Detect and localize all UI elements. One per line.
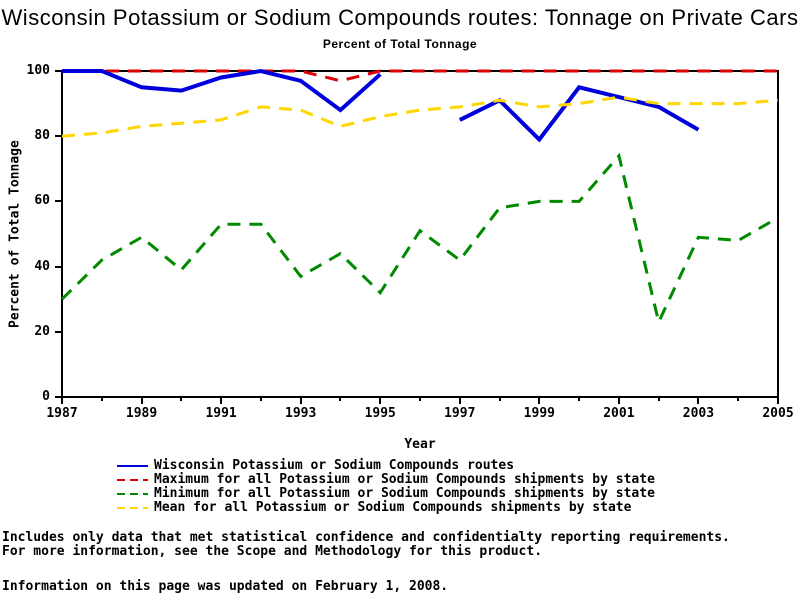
y-tick-label: 20	[34, 323, 50, 339]
x-tick-mark	[617, 397, 620, 404]
x-minor-tick-mark	[180, 397, 183, 401]
x-axis-label: Year	[404, 437, 436, 452]
x-tick-mark	[140, 397, 143, 404]
x-minor-tick-mark	[578, 397, 581, 401]
updated-note: Information on this page was updated on …	[2, 579, 449, 594]
y-tick-label: 100	[26, 63, 50, 78]
y-tick-mark	[55, 396, 62, 398]
legend-item: Mean for all Potassium or Sodium Compoun…	[117, 501, 655, 514]
legend-swatch-dashed-line	[117, 506, 148, 509]
x-minor-tick-mark	[259, 397, 262, 401]
x-tick-mark	[379, 397, 382, 404]
x-minor-tick-mark	[737, 397, 740, 401]
x-tick-mark	[299, 397, 302, 404]
y-tick-label: 40	[34, 258, 50, 274]
mean-line	[61, 95, 779, 138]
legend-item: Wisconsin Potassium or Sodium Compounds …	[117, 459, 655, 472]
x-tick-label: 1991	[205, 406, 237, 421]
x-tick-mark	[458, 397, 461, 404]
x-minor-tick-mark	[498, 397, 501, 401]
y-tick-label: 60	[34, 193, 50, 209]
x-tick-label: 1995	[364, 406, 396, 421]
y-tick-mark	[55, 70, 62, 72]
legend-label: Mean for all Potassium or Sodium Compoun…	[154, 500, 632, 515]
legend: Wisconsin Potassium or Sodium Compounds …	[117, 459, 655, 515]
legend-label: Wisconsin Potassium or Sodium Compounds …	[154, 458, 515, 473]
x-tick-mark	[777, 397, 779, 404]
chart-subtitle: Percent of Total Tonnage	[322, 37, 478, 51]
y-tick-mark	[55, 265, 62, 268]
x-tick-label: 1993	[285, 406, 317, 421]
y-tick-mark	[55, 200, 62, 203]
x-tick-label: 1989	[125, 406, 158, 421]
x-minor-tick-mark	[100, 397, 103, 401]
x-tick-label: 1997	[444, 406, 476, 421]
legend-label: Minimum for all Potassium or Sodium Comp…	[154, 486, 655, 501]
x-tick-label: 2003	[682, 406, 715, 421]
y-tick-label: 80	[34, 128, 50, 144]
plot-frame	[61, 70, 779, 398]
x-minor-tick-mark	[339, 397, 342, 401]
footer-note-line1: Includes only data that met statistical …	[2, 530, 730, 545]
legend-label: Maximum for all Potassium or Sodium Comp…	[154, 472, 655, 487]
x-tick-label: 1987	[46, 406, 78, 421]
x-tick-mark	[61, 397, 63, 404]
x-tick-mark	[697, 397, 700, 404]
footer-note-line2: For more information, see the Scope and …	[2, 544, 543, 559]
legend-swatch-dashed-line	[117, 478, 148, 481]
chart-title: Wisconsin Potassium or Sodium Compounds …	[1, 5, 799, 30]
chart-canvas	[60, 68, 779, 398]
x-minor-tick-mark	[657, 397, 660, 401]
x-tick-mark	[220, 397, 223, 404]
y-tick-mark	[55, 330, 62, 333]
x-tick-mark	[538, 397, 541, 404]
wisconsin-routes-line	[62, 68, 700, 143]
x-tick-label: 2001	[603, 406, 635, 421]
minimum-line	[60, 152, 779, 327]
footer-note: Includes only data that met statistical …	[2, 531, 730, 559]
maximum-line	[62, 69, 778, 83]
legend-swatch-solid-line	[117, 464, 148, 467]
y-tick-label: 0	[42, 389, 50, 404]
y-tick-mark	[55, 135, 62, 138]
x-tick-label: 1999	[523, 406, 555, 421]
x-tick-label: 2005	[762, 406, 794, 421]
legend-swatch-dashed-line	[117, 492, 148, 495]
y-axis-label: Percent of Total Tonnage	[7, 140, 23, 328]
legend-item: Minimum for all Potassium or Sodium Comp…	[117, 487, 655, 500]
plot-area	[60, 68, 779, 398]
legend-item: Maximum for all Potassium or Sodium Comp…	[117, 473, 655, 486]
x-minor-tick-mark	[419, 397, 421, 401]
